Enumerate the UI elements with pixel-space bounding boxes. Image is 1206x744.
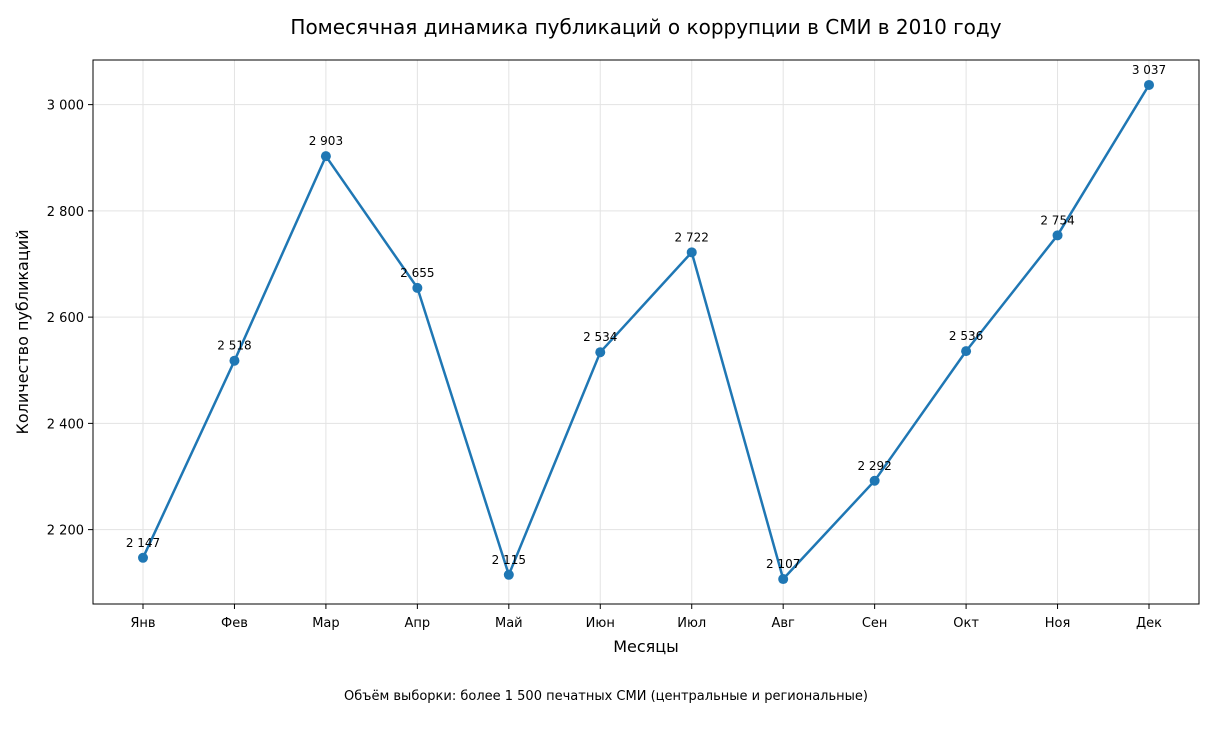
data-point [412,282,423,293]
data-point [1144,79,1154,90]
x-axis: Янв Фев Мар Апр Май Июн Июл Авг Сен Окт Ноя Дек [130,604,1162,631]
data-point [595,347,606,358]
x-tick-label: Июн [586,616,615,631]
y-tick-label: 2 400 [47,417,84,432]
data-point [778,574,789,585]
y-axis-label: Количество публикаций [13,229,32,434]
data-point [503,569,514,580]
data-point [229,355,240,366]
x-tick-label: Сен [862,616,888,631]
y-axis: 2 200 2 400 2 600 2 800 3 000 [47,99,93,539]
plot-frame [92,59,1200,605]
x-tick-label: Ноя [1045,616,1071,631]
data-label: 2 292 [857,459,891,473]
x-tick-label: Авг [771,616,795,631]
y-tick-label: 2 600 [47,311,84,326]
data-label: 2 107 [766,557,800,571]
data-point [869,475,880,486]
y-tick-label: 3 000 [47,99,84,114]
data-point [1052,230,1063,241]
series [138,79,1154,585]
y-tick-label: 2 200 [47,524,84,539]
data-label: 2 115 [492,553,526,567]
y-tick-label: 2 800 [47,205,84,220]
data-label: 2 147 [126,536,160,550]
x-tick-label: Янв [130,616,155,631]
x-tick-label: Май [495,616,523,631]
data-label: 2 536 [949,329,983,343]
x-axis-label: Месяцы [613,637,679,656]
data-label: 2 534 [583,330,617,344]
x-tick-label: Окт [953,616,979,631]
x-tick-label: Дек [1136,616,1162,631]
grid [93,60,1199,604]
data-labels: 2 147 2 518 2 903 2 655 2 115 2 534 2 722 2 107… [126,63,1166,571]
data-point [138,552,148,563]
footnote: Объём выборки: более 1 500 печатных СМИ … [344,689,868,704]
data-label: 2 722 [675,230,709,244]
x-tick-label: Фев [221,616,248,631]
series-line [141,84,1151,581]
data-label: 2 903 [309,134,343,148]
x-tick-label: Июл [677,616,706,631]
data-label: 2 655 [400,266,434,280]
data-point [686,247,697,258]
x-tick-label: Мар [312,616,339,631]
data-label: 2 754 [1040,213,1074,227]
x-tick-label: Апр [405,616,431,631]
chart-title: Помесячная динамика публикаций о коррупц… [290,15,1001,39]
data-point [320,151,331,162]
data-label: 3 037 [1132,63,1166,77]
data-point [961,346,972,357]
data-label: 2 518 [217,339,251,353]
